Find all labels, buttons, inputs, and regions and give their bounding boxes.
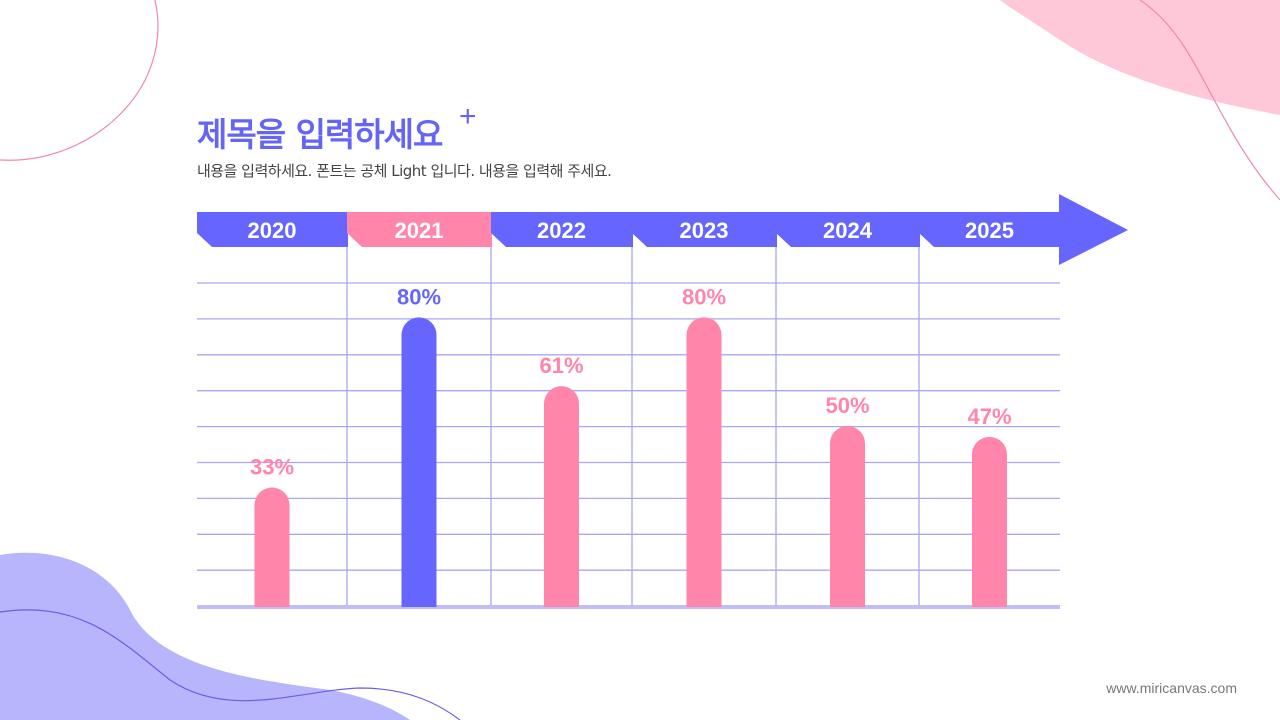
- arrow-head: [1059, 194, 1128, 265]
- data-label: 47%: [967, 404, 1011, 429]
- top-left-curve: [0, 0, 159, 161]
- data-label: 33%: [250, 455, 294, 480]
- year-segment: [919, 212, 1060, 247]
- bottom-left-curve: [0, 609, 461, 720]
- year-segment: [632, 212, 777, 247]
- data-label: 61%: [539, 353, 583, 378]
- year-label: 2024: [823, 218, 873, 243]
- data-label: 50%: [825, 393, 869, 418]
- data-label: 80%: [397, 284, 441, 309]
- plus-icon: +: [459, 100, 477, 133]
- page-title: 제목을 입력하세요: [197, 115, 443, 154]
- bar: [544, 386, 579, 607]
- year-segment: [776, 212, 920, 247]
- year-label: 2021: [395, 218, 444, 243]
- data-label: 80%: [682, 284, 726, 309]
- bar: [686, 317, 722, 607]
- top-right-curve: [1139, 0, 1280, 201]
- year-label: 2025: [965, 218, 1014, 243]
- bar: [830, 426, 865, 607]
- year-segment: [197, 212, 348, 247]
- footer-url: www.miricanvas.com: [1106, 680, 1237, 696]
- bar: [972, 436, 1007, 607]
- bottom-left-blob: [0, 552, 410, 720]
- year-label: 2022: [537, 218, 586, 243]
- bar: [254, 487, 290, 607]
- year-segment: [347, 212, 492, 247]
- year-label: 2023: [680, 218, 729, 243]
- top-right-blob: [1000, 0, 1280, 115]
- year-label: 2020: [248, 218, 297, 243]
- bar: [401, 317, 437, 607]
- year-segment: [491, 212, 633, 247]
- page-subtitle: 내용을 입력하세요. 폰트는 공체 Light 입니다. 내용을 입력해 주세요…: [197, 162, 612, 180]
